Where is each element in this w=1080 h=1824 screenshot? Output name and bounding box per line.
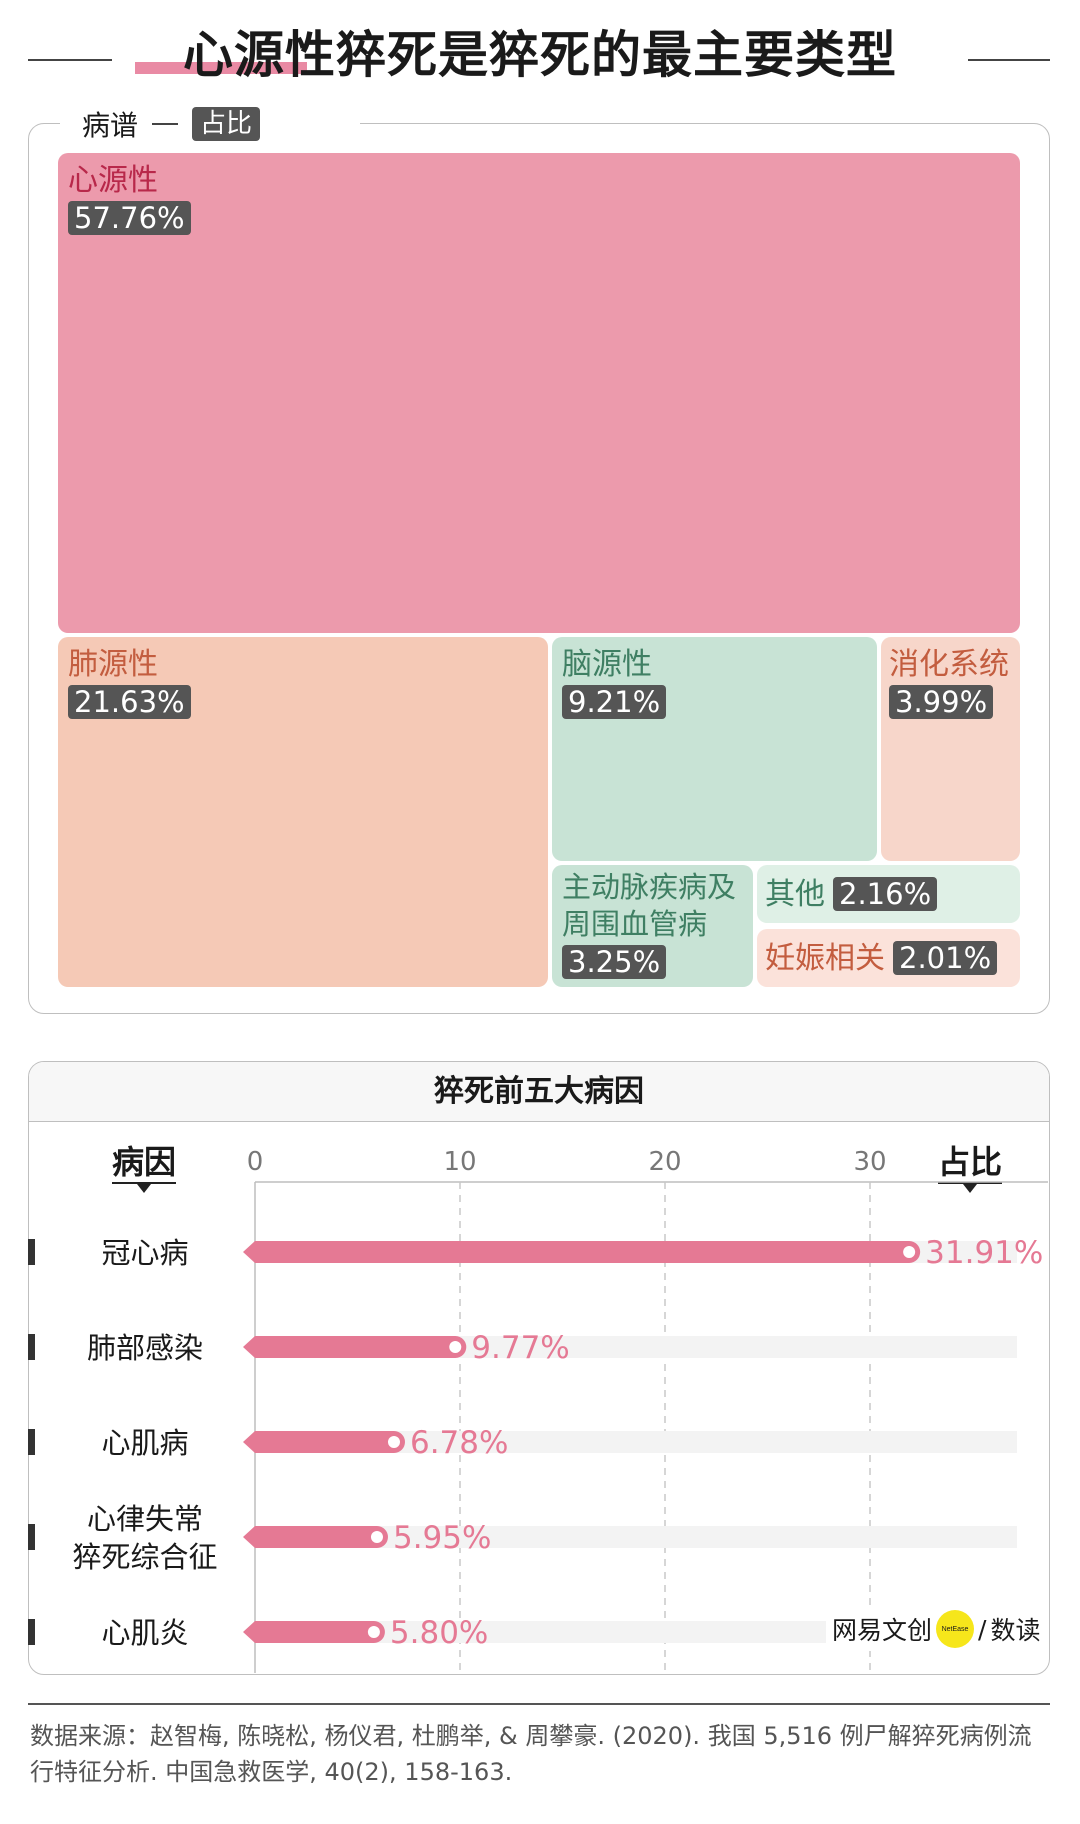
title-highlight: [135, 62, 307, 74]
brand-logo: 网易文创 NetEase / 数读: [826, 1607, 1047, 1651]
treemap-tile-digestive: 消化系统 3.99%: [881, 637, 1020, 861]
tile-name: 消化系统: [889, 647, 1009, 682]
treemap-legend: 病谱 占比: [60, 104, 360, 144]
treemap-tile-pregnancy: 妊娠相关 2.01%: [757, 929, 1020, 987]
legend-label: 病谱: [82, 109, 139, 142]
tile-percent: 57.76%: [68, 201, 191, 235]
down-arrow-icon: [137, 1184, 151, 1193]
tile-percent: 3.99%: [889, 685, 994, 719]
treemap-panel: [28, 123, 1050, 1014]
source-citation: 数据来源：赵智梅, 陈晓松, 杨仪君, 杜鹏举, & 周攀豪. (2020). …: [30, 1722, 1032, 1786]
treemap-tile-cardiac: 心源性 57.76%: [58, 153, 1020, 633]
tile-percent: 21.63%: [68, 685, 191, 719]
tile-name: 其他: [765, 877, 825, 912]
tile-name: 肺源性: [68, 647, 158, 682]
tile-percent: 3.25%: [562, 945, 667, 979]
legend-tag: 占比: [192, 107, 261, 141]
tile-name: 心源性: [68, 163, 158, 198]
brand-right: 数读: [990, 1616, 1041, 1645]
brand-left: 网易文创: [832, 1616, 933, 1645]
treemap-tile-cerebral: 脑源性 9.21%: [552, 637, 877, 861]
column-header-cause: 病因: [112, 1142, 177, 1193]
column-header-cause-label: 病因: [112, 1143, 177, 1181]
page-title: 心源性猝死是猝死的最主要类型: [183, 26, 897, 84]
treemap-tile-pulmonary: 肺源性 21.63%: [58, 637, 548, 987]
tile-name: 脑源性: [562, 647, 652, 682]
column-header-share: 占比: [938, 1142, 1003, 1193]
tile-name: 妊娠相关: [765, 941, 885, 976]
causes-title: 猝死前五大病因: [29, 1062, 1049, 1122]
treemap-tile-other: 其他 2.16%: [757, 865, 1020, 923]
down-arrow-icon: [963, 1184, 977, 1193]
tile-percent: 2.01%: [893, 941, 998, 975]
brand-circle-logo: NetEase: [936, 1610, 975, 1648]
tile-percent: 2.16%: [833, 877, 938, 911]
footer-rule: [28, 1703, 1050, 1705]
brand-slash: /: [978, 1614, 987, 1644]
column-header-share-label: 占比: [938, 1143, 1003, 1181]
tile-name: 主动脉疾病及周围血管病: [562, 870, 737, 941]
title-rule-right: [968, 59, 1050, 61]
tile-percent: 9.21%: [562, 685, 667, 719]
causes-panel: 猝死前五大病因: [28, 1061, 1050, 1675]
legend-dash: [152, 123, 179, 125]
title-rule-left: [28, 59, 112, 61]
treemap-tile-aortic: 主动脉疾病及周围血管病 3.25%: [552, 865, 753, 987]
